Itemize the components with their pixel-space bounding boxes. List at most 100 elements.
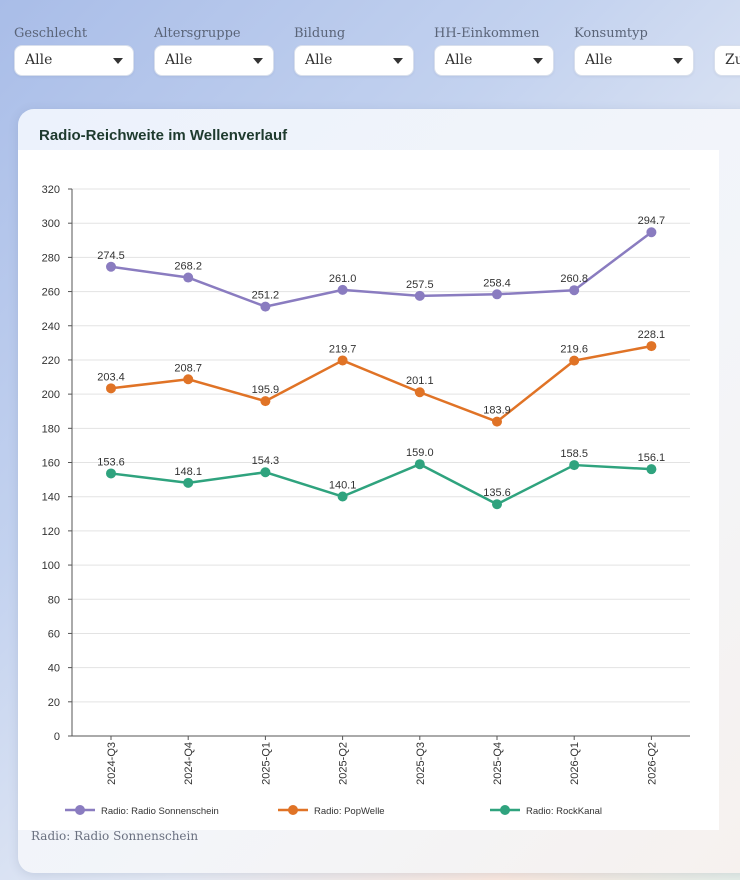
- chart-card: Radio-Reichweite im Wellenverlauf 0 20 40 6…: [18, 109, 740, 873]
- data-label: 201.1: [406, 375, 434, 387]
- data-label: 148.1: [174, 466, 202, 478]
- data-label: 154.3: [252, 455, 280, 467]
- y-tick-label: 80: [48, 594, 60, 606]
- y-tick-label: 120: [42, 526, 60, 538]
- geschlecht-select[interactable]: Alle: [14, 45, 134, 76]
- konsumtyp-select[interactable]: Alle: [574, 45, 694, 76]
- y-tick-label: 200: [42, 389, 60, 401]
- data-point: [646, 227, 657, 238]
- x-tick-label: 2024-Q4: [183, 742, 195, 785]
- y-tick-label: 320: [42, 184, 60, 196]
- filter-label: HH-Einkommen: [434, 26, 540, 41]
- data-point: [106, 383, 116, 394]
- filter-hh-einkommen: HH-Einkommen Alle: [434, 26, 554, 76]
- legend-label: Radio: PopWelle: [314, 806, 385, 817]
- select-value: Alle: [25, 52, 53, 68]
- data-label: 156.1: [638, 452, 666, 464]
- y-tick-label: 260: [42, 287, 60, 299]
- y-tick-label: 240: [42, 321, 60, 333]
- partial-select[interactable]: Zu: [714, 45, 740, 76]
- chevron-down-icon: [253, 58, 263, 64]
- chart-title: Radio-Reichweite im Wellenverlauf: [39, 127, 288, 144]
- y-tick-label: 60: [48, 628, 60, 640]
- legend-swatch-marker: [288, 805, 298, 815]
- hh-einkommen-select[interactable]: Alle: [434, 45, 554, 76]
- chevron-down-icon: [533, 58, 543, 64]
- filter-label: Altersgruppe: [154, 26, 241, 41]
- y-tick-label: 140: [42, 492, 60, 504]
- x-tick-label: 2025-Q1: [260, 742, 272, 785]
- y-tick-label: 100: [42, 560, 60, 572]
- filter-label: Konsumtyp: [574, 26, 648, 41]
- filter-geschlecht: Geschlecht Alle: [14, 26, 134, 76]
- data-label: 195.9: [252, 384, 280, 396]
- data-point: [260, 396, 271, 407]
- data-label: 153.6: [97, 456, 125, 468]
- series-line: [110, 231, 653, 308]
- chevron-down-icon: [113, 58, 123, 64]
- data-label: 135.6: [483, 487, 511, 499]
- x-tick-label: 2024-Q3: [106, 742, 118, 785]
- data-point: [183, 374, 194, 385]
- data-label: 268.2: [174, 261, 202, 273]
- data-label: 294.7: [638, 215, 666, 227]
- filter-label: Bildung: [294, 26, 346, 41]
- select-value: Alle: [585, 52, 613, 68]
- select-value: Alle: [445, 52, 473, 68]
- chevron-down-icon: [393, 58, 403, 64]
- data-label: 274.5: [97, 250, 125, 262]
- data-label: 203.4: [97, 371, 125, 383]
- plot-background: [18, 150, 719, 830]
- altersgruppe-select[interactable]: Alle: [154, 45, 274, 76]
- x-tick-label: 2025-Q4: [492, 742, 504, 785]
- data-point: [492, 416, 502, 427]
- data-point: [183, 272, 194, 283]
- data-label: 260.8: [560, 273, 588, 285]
- filter-altersgruppe: Altersgruppe Alle: [154, 26, 274, 76]
- data-label: 158.5: [560, 448, 588, 460]
- x-tick-label: 2025-Q3: [415, 742, 427, 785]
- data-point: [569, 355, 580, 366]
- data-point: [492, 499, 502, 510]
- y-tick-label: 220: [42, 355, 60, 367]
- data-point: [337, 355, 348, 366]
- chart-footnote: Radio: Radio Sonnenschein: [31, 829, 199, 843]
- series-line: [110, 344, 652, 423]
- data-point: [646, 464, 657, 475]
- bildung-select[interactable]: Alle: [294, 45, 414, 76]
- y-tick-label: 280: [42, 252, 60, 264]
- y-tick-label: 40: [48, 663, 60, 675]
- series-line: [110, 462, 652, 506]
- x-tick-label: 2026-Q2: [646, 742, 658, 785]
- select-value: Alle: [165, 52, 193, 68]
- line-chart: 0 20 40 60 80 100 120 140 160 180 200 220 240 260 280 3…: [42, 184, 690, 817]
- data-point: [337, 284, 348, 295]
- data-label: 261.0: [329, 273, 357, 285]
- filter-bar: Geschlecht Alle Altersgruppe Alle Bildun…: [0, 0, 740, 100]
- legend-swatch-marker: [500, 805, 510, 815]
- x-tick-label: 2025-Q2: [338, 742, 350, 785]
- data-point: [183, 477, 194, 488]
- x-tick-label: 2026-Q1: [569, 742, 581, 785]
- data-label: 140.1: [329, 480, 357, 492]
- data-point: [337, 491, 348, 502]
- data-label: 257.5: [406, 279, 434, 291]
- data-label: 258.4: [483, 277, 511, 289]
- data-point: [260, 467, 271, 478]
- legend-label: Radio: RockKanal: [526, 806, 602, 817]
- data-point: [569, 460, 580, 471]
- filter-konsumtyp: Konsumtyp Alle: [574, 26, 694, 76]
- data-point: [569, 285, 580, 296]
- legend-swatch-marker: [75, 805, 85, 815]
- data-point: [260, 301, 271, 312]
- data-label: 208.7: [174, 362, 202, 374]
- data-label: 251.2: [252, 290, 280, 302]
- select-value: Alle: [305, 52, 333, 68]
- select-value: Zu: [725, 52, 740, 68]
- data-label: 219.6: [560, 344, 588, 356]
- data-point: [106, 468, 116, 479]
- data-label: 219.7: [329, 343, 357, 355]
- data-point: [414, 290, 425, 301]
- y-tick-label: 160: [42, 458, 60, 470]
- data-label: 159.0: [406, 447, 434, 459]
